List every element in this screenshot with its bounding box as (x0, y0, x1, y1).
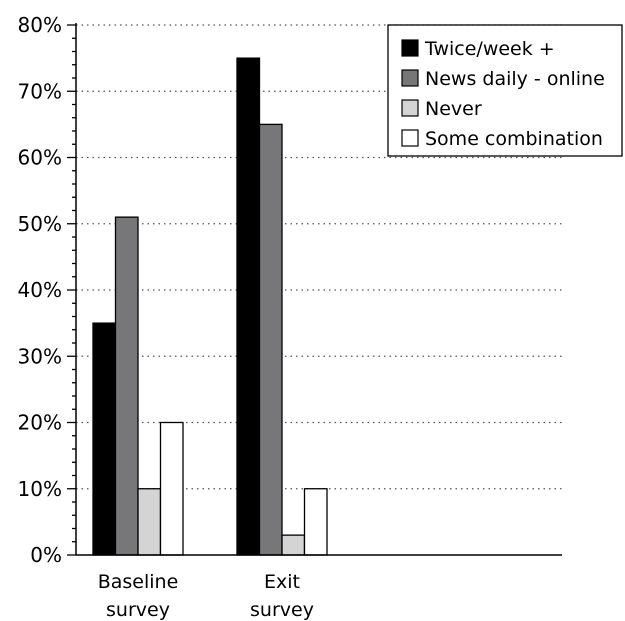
y-tick-label: 80% (18, 13, 62, 37)
bar (114, 216, 139, 556)
y-tick-label: 50% (18, 212, 62, 236)
bar (258, 123, 283, 556)
category-label: survey (106, 599, 170, 621)
category-label: survey (250, 599, 314, 621)
legend-box (387, 24, 623, 157)
y-tick-label: 30% (18, 344, 62, 368)
legend-label: Some combination (425, 128, 603, 150)
axis-layer (67, 23, 562, 556)
category-label: Baseline (98, 571, 179, 593)
y-tick-label: 60% (18, 146, 62, 170)
category-label: Exit (264, 571, 300, 593)
category-label-layer: Baseline survey Exit survey (98, 571, 314, 621)
bar (236, 57, 261, 556)
legend: Twice/week + News daily - online Never Some… (387, 24, 623, 157)
bar (159, 421, 184, 556)
legend-swatch (401, 129, 419, 147)
legend-label: Never (425, 98, 482, 120)
legend-swatch (401, 69, 419, 87)
y-tick-label: 20% (18, 411, 62, 435)
legend-swatch (401, 39, 419, 57)
legend-swatch (401, 99, 419, 117)
y-tick-label: 0% (30, 543, 62, 567)
legend-label: News daily - online (425, 68, 605, 90)
y-tick-label: 70% (18, 79, 62, 103)
legend-label: Twice/week + (424, 38, 555, 60)
bar (303, 488, 328, 556)
bar (137, 488, 162, 556)
bar (92, 322, 117, 556)
bar (281, 534, 306, 556)
bars-layer (92, 57, 328, 556)
tick-label-layer: 0% 10% 20% 30% 40% 50% 60% 70% 80% (18, 13, 62, 567)
y-tick-label: 10% (18, 477, 62, 501)
y-tick-label: 40% (18, 278, 62, 302)
